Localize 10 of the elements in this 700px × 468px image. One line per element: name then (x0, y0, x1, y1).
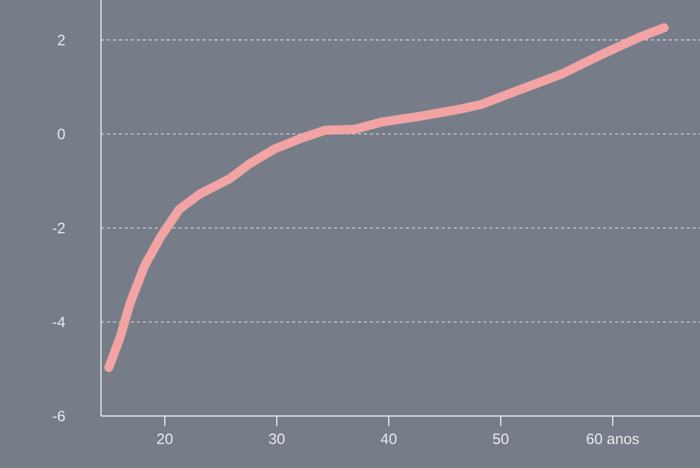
x-tick-label: 20 (157, 434, 173, 444)
y-tick-label: 0 (58, 128, 65, 140)
x-tick-label: 40 (380, 434, 396, 444)
y-tick-label: -2 (52, 222, 65, 234)
x-tick-label: 60 anos (586, 434, 639, 444)
y-tick-label: -6 (52, 410, 65, 422)
x-tick-label: 50 (492, 434, 508, 444)
y-tick-label: 2 (58, 34, 65, 46)
y-tick-label: -4 (52, 316, 66, 328)
x-tick-label: 30 (269, 434, 285, 444)
